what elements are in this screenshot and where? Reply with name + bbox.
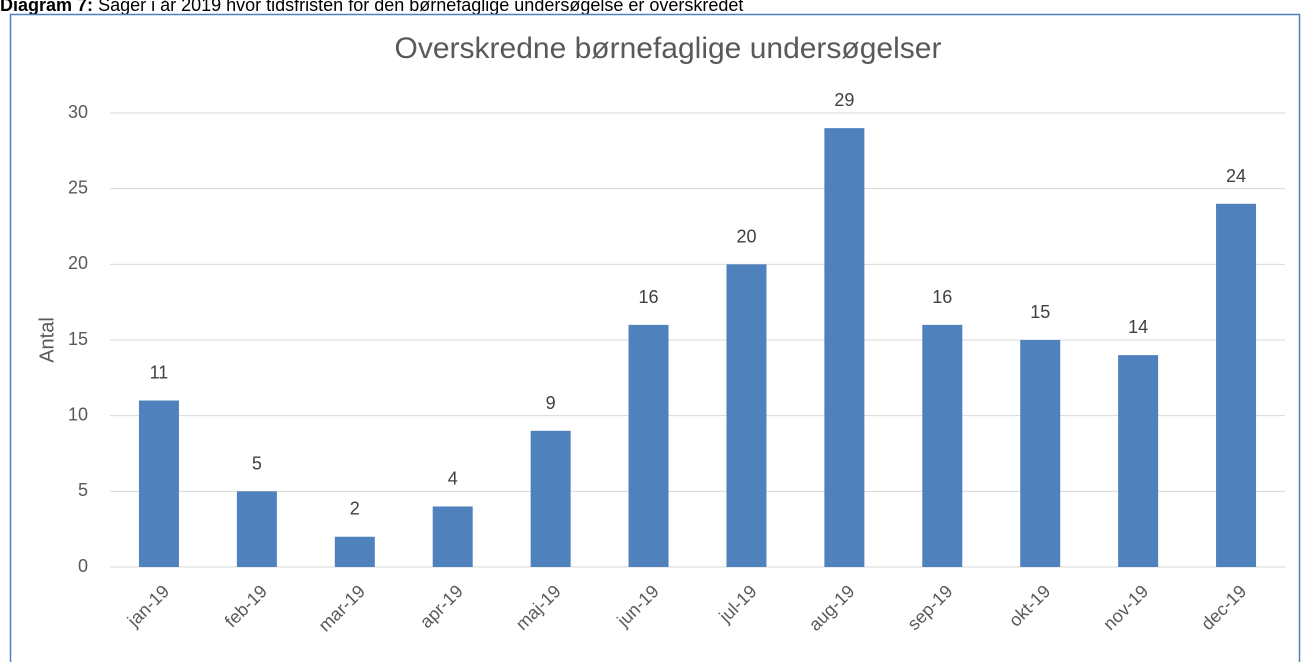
data-label: 29	[834, 90, 854, 110]
data-label: 15	[1030, 302, 1050, 322]
bar	[922, 324, 963, 567]
x-tick-label: nov-19	[1099, 581, 1152, 634]
bar	[1216, 203, 1257, 568]
y-tick-label: 0	[78, 556, 88, 576]
bar	[138, 400, 179, 567]
data-label: 20	[736, 226, 756, 246]
x-tick-label: apr-19	[416, 581, 467, 632]
data-label: 14	[1128, 317, 1148, 337]
x-tick-label: dec-19	[1197, 581, 1250, 634]
data-label: 5	[252, 453, 262, 473]
caption: Diagram 7: Sager i år 2019 hvor tidsfris…	[0, 0, 743, 15]
chart-border	[9, 13, 1301, 662]
bar	[236, 491, 277, 567]
data-label: 11	[150, 363, 169, 383]
y-tick-label: 5	[78, 480, 88, 500]
bar	[1020, 340, 1061, 567]
x-tick-label: feb-19	[221, 581, 271, 631]
data-label: 2	[350, 499, 360, 519]
x-tick-label: aug-19	[805, 581, 859, 635]
bar	[1118, 355, 1159, 567]
x-tick-label: jun-19	[612, 581, 662, 631]
data-label: 4	[448, 468, 458, 488]
data-label: 16	[639, 287, 659, 307]
y-tick-label: 30	[68, 102, 88, 122]
x-tick-label: maj-19	[512, 581, 565, 634]
x-tick-label: sep-19	[903, 581, 956, 634]
data-label: 9	[546, 393, 556, 413]
x-tick-label: jul-19	[715, 581, 761, 627]
y-tick-label: 20	[68, 253, 88, 273]
y-axis-label: Antal	[36, 317, 58, 363]
bar	[334, 536, 375, 567]
bar	[432, 506, 473, 567]
bar	[628, 324, 669, 567]
chart-title: Overskredne børnefaglige undersøgelser	[395, 32, 942, 65]
bar	[726, 264, 767, 567]
bar	[824, 128, 865, 567]
bar	[530, 430, 571, 567]
x-tick-label: okt-19	[1005, 581, 1055, 631]
data-label: 16	[932, 287, 952, 307]
caption-label: Diagram 7:	[0, 0, 93, 15]
y-tick-label: 10	[68, 404, 88, 424]
x-tick-label: jan-19	[123, 581, 173, 631]
caption-text: Sager i år 2019 hvor tidsfristen for den…	[98, 0, 743, 15]
y-tick-label: 15	[68, 329, 88, 349]
x-tick-label: mar-19	[315, 581, 369, 635]
y-tick-label: 25	[68, 177, 88, 197]
data-label: 24	[1226, 166, 1246, 186]
